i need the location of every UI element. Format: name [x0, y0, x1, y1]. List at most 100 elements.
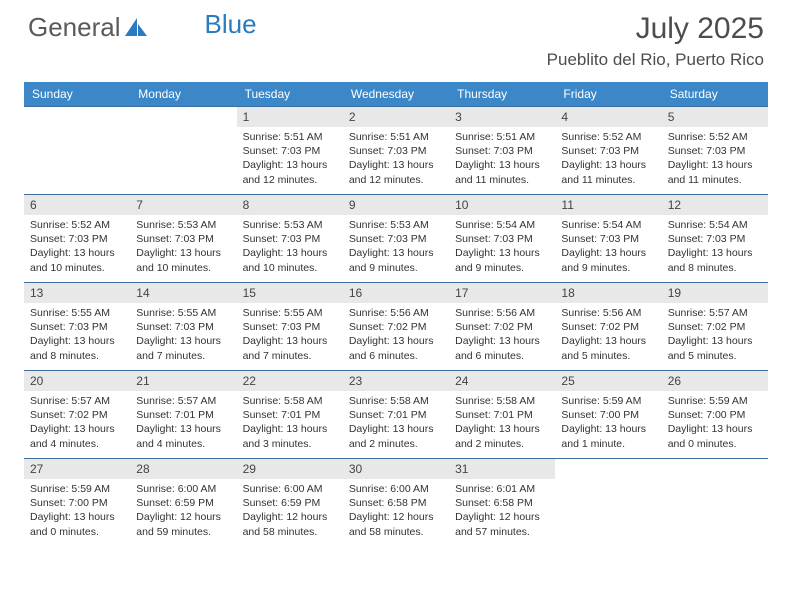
- day-number: 1: [237, 107, 343, 127]
- location: Pueblito del Rio, Puerto Rico: [547, 50, 764, 70]
- calendar-day: 15Sunrise: 5:55 AMSunset: 7:03 PMDayligh…: [237, 283, 343, 371]
- day-number: 5: [662, 107, 768, 127]
- day-number: 17: [449, 283, 555, 303]
- calendar-day: 14Sunrise: 5:55 AMSunset: 7:03 PMDayligh…: [130, 283, 236, 371]
- calendar-day: 27Sunrise: 5:59 AMSunset: 7:00 PMDayligh…: [24, 459, 130, 547]
- day-header: Wednesday: [343, 82, 449, 107]
- day-header: Sunday: [24, 82, 130, 107]
- day-data: Sunrise: 5:58 AMSunset: 7:01 PMDaylight:…: [237, 391, 343, 457]
- calendar-day: 26Sunrise: 5:59 AMSunset: 7:00 PMDayligh…: [662, 371, 768, 459]
- day-number: 29: [237, 459, 343, 479]
- calendar-day: 12Sunrise: 5:54 AMSunset: 7:03 PMDayligh…: [662, 195, 768, 283]
- day-number: 6: [24, 195, 130, 215]
- calendar-day: 11Sunrise: 5:54 AMSunset: 7:03 PMDayligh…: [555, 195, 661, 283]
- calendar-day: 3Sunrise: 5:51 AMSunset: 7:03 PMDaylight…: [449, 107, 555, 195]
- day-data: Sunrise: 5:52 AMSunset: 7:03 PMDaylight:…: [662, 127, 768, 193]
- calendar-week: 20Sunrise: 5:57 AMSunset: 7:02 PMDayligh…: [24, 371, 768, 459]
- day-data: Sunrise: 5:54 AMSunset: 7:03 PMDaylight:…: [662, 215, 768, 281]
- calendar-day: .: [130, 107, 236, 195]
- day-number: 23: [343, 371, 449, 391]
- calendar-day: 29Sunrise: 6:00 AMSunset: 6:59 PMDayligh…: [237, 459, 343, 547]
- calendar-week: . . 1Sunrise: 5:51 AMSunset: 7:03 PMDayl…: [24, 107, 768, 195]
- calendar-day: .: [24, 107, 130, 195]
- day-data: Sunrise: 5:55 AMSunset: 7:03 PMDaylight:…: [130, 303, 236, 369]
- calendar-day: 25Sunrise: 5:59 AMSunset: 7:00 PMDayligh…: [555, 371, 661, 459]
- day-data: Sunrise: 5:53 AMSunset: 7:03 PMDaylight:…: [130, 215, 236, 281]
- calendar-day: 19Sunrise: 5:57 AMSunset: 7:02 PMDayligh…: [662, 283, 768, 371]
- day-number: 9: [343, 195, 449, 215]
- day-header: Tuesday: [237, 82, 343, 107]
- day-data: Sunrise: 5:56 AMSunset: 7:02 PMDaylight:…: [555, 303, 661, 369]
- calendar-day: 13Sunrise: 5:55 AMSunset: 7:03 PMDayligh…: [24, 283, 130, 371]
- day-data: Sunrise: 6:00 AMSunset: 6:58 PMDaylight:…: [343, 479, 449, 545]
- logo-sail-icon: [125, 18, 149, 38]
- logo-text-2: Blue: [205, 9, 257, 40]
- calendar-week: 13Sunrise: 5:55 AMSunset: 7:03 PMDayligh…: [24, 283, 768, 371]
- day-header-row: SundayMondayTuesdayWednesdayThursdayFrid…: [24, 82, 768, 107]
- calendar-table: SundayMondayTuesdayWednesdayThursdayFrid…: [24, 82, 768, 547]
- day-data: Sunrise: 5:54 AMSunset: 7:03 PMDaylight:…: [555, 215, 661, 281]
- day-number: 26: [662, 371, 768, 391]
- day-number: 2: [343, 107, 449, 127]
- day-number: 10: [449, 195, 555, 215]
- calendar-week: 6Sunrise: 5:52 AMSunset: 7:03 PMDaylight…: [24, 195, 768, 283]
- day-data: Sunrise: 5:51 AMSunset: 7:03 PMDaylight:…: [343, 127, 449, 193]
- calendar-day: 4Sunrise: 5:52 AMSunset: 7:03 PMDaylight…: [555, 107, 661, 195]
- day-header: Friday: [555, 82, 661, 107]
- day-number: 16: [343, 283, 449, 303]
- header: General Blue July 2025 Pueblito del Rio,…: [0, 0, 792, 74]
- day-number: 25: [555, 371, 661, 391]
- calendar-day: 28Sunrise: 6:00 AMSunset: 6:59 PMDayligh…: [130, 459, 236, 547]
- day-header: Thursday: [449, 82, 555, 107]
- day-number: 18: [555, 283, 661, 303]
- day-number: 8: [237, 195, 343, 215]
- day-data: Sunrise: 5:55 AMSunset: 7:03 PMDaylight:…: [24, 303, 130, 369]
- day-number: 15: [237, 283, 343, 303]
- calendar-day: .: [555, 459, 661, 547]
- day-number: 19: [662, 283, 768, 303]
- calendar-day: 5Sunrise: 5:52 AMSunset: 7:03 PMDaylight…: [662, 107, 768, 195]
- calendar-day: 21Sunrise: 5:57 AMSunset: 7:01 PMDayligh…: [130, 371, 236, 459]
- day-data: Sunrise: 5:59 AMSunset: 7:00 PMDaylight:…: [24, 479, 130, 545]
- day-number: 13: [24, 283, 130, 303]
- day-data: Sunrise: 5:56 AMSunset: 7:02 PMDaylight:…: [343, 303, 449, 369]
- day-data: Sunrise: 5:54 AMSunset: 7:03 PMDaylight:…: [449, 215, 555, 281]
- day-data: Sunrise: 5:52 AMSunset: 7:03 PMDaylight:…: [555, 127, 661, 193]
- day-number: 27: [24, 459, 130, 479]
- calendar-day: 16Sunrise: 5:56 AMSunset: 7:02 PMDayligh…: [343, 283, 449, 371]
- day-header: Saturday: [662, 82, 768, 107]
- day-number: 21: [130, 371, 236, 391]
- day-number: 14: [130, 283, 236, 303]
- calendar-day: 30Sunrise: 6:00 AMSunset: 6:58 PMDayligh…: [343, 459, 449, 547]
- calendar-day: 1Sunrise: 5:51 AMSunset: 7:03 PMDaylight…: [237, 107, 343, 195]
- day-data: Sunrise: 5:59 AMSunset: 7:00 PMDaylight:…: [662, 391, 768, 457]
- calendar-day: 8Sunrise: 5:53 AMSunset: 7:03 PMDaylight…: [237, 195, 343, 283]
- day-number: 7: [130, 195, 236, 215]
- day-number: 24: [449, 371, 555, 391]
- day-number: 22: [237, 371, 343, 391]
- day-data: Sunrise: 5:52 AMSunset: 7:03 PMDaylight:…: [24, 215, 130, 281]
- day-data: Sunrise: 5:51 AMSunset: 7:03 PMDaylight:…: [237, 127, 343, 193]
- logo: General Blue: [28, 12, 257, 43]
- day-data: Sunrise: 5:58 AMSunset: 7:01 PMDaylight:…: [449, 391, 555, 457]
- calendar-day: 20Sunrise: 5:57 AMSunset: 7:02 PMDayligh…: [24, 371, 130, 459]
- month-title: July 2025: [547, 12, 764, 46]
- calendar-day: .: [662, 459, 768, 547]
- day-number: 11: [555, 195, 661, 215]
- day-data: Sunrise: 5:53 AMSunset: 7:03 PMDaylight:…: [343, 215, 449, 281]
- logo-text-1: General: [28, 12, 121, 43]
- calendar-day: 10Sunrise: 5:54 AMSunset: 7:03 PMDayligh…: [449, 195, 555, 283]
- day-data: Sunrise: 5:56 AMSunset: 7:02 PMDaylight:…: [449, 303, 555, 369]
- day-number: 4: [555, 107, 661, 127]
- calendar-day: 18Sunrise: 5:56 AMSunset: 7:02 PMDayligh…: [555, 283, 661, 371]
- calendar-week: 27Sunrise: 5:59 AMSunset: 7:00 PMDayligh…: [24, 459, 768, 547]
- day-data: Sunrise: 5:55 AMSunset: 7:03 PMDaylight:…: [237, 303, 343, 369]
- day-data: Sunrise: 5:58 AMSunset: 7:01 PMDaylight:…: [343, 391, 449, 457]
- title-block: July 2025 Pueblito del Rio, Puerto Rico: [547, 12, 764, 70]
- day-data: Sunrise: 5:51 AMSunset: 7:03 PMDaylight:…: [449, 127, 555, 193]
- calendar-day: 22Sunrise: 5:58 AMSunset: 7:01 PMDayligh…: [237, 371, 343, 459]
- day-number: 20: [24, 371, 130, 391]
- day-data: Sunrise: 5:59 AMSunset: 7:00 PMDaylight:…: [555, 391, 661, 457]
- calendar-day: 9Sunrise: 5:53 AMSunset: 7:03 PMDaylight…: [343, 195, 449, 283]
- calendar-day: 23Sunrise: 5:58 AMSunset: 7:01 PMDayligh…: [343, 371, 449, 459]
